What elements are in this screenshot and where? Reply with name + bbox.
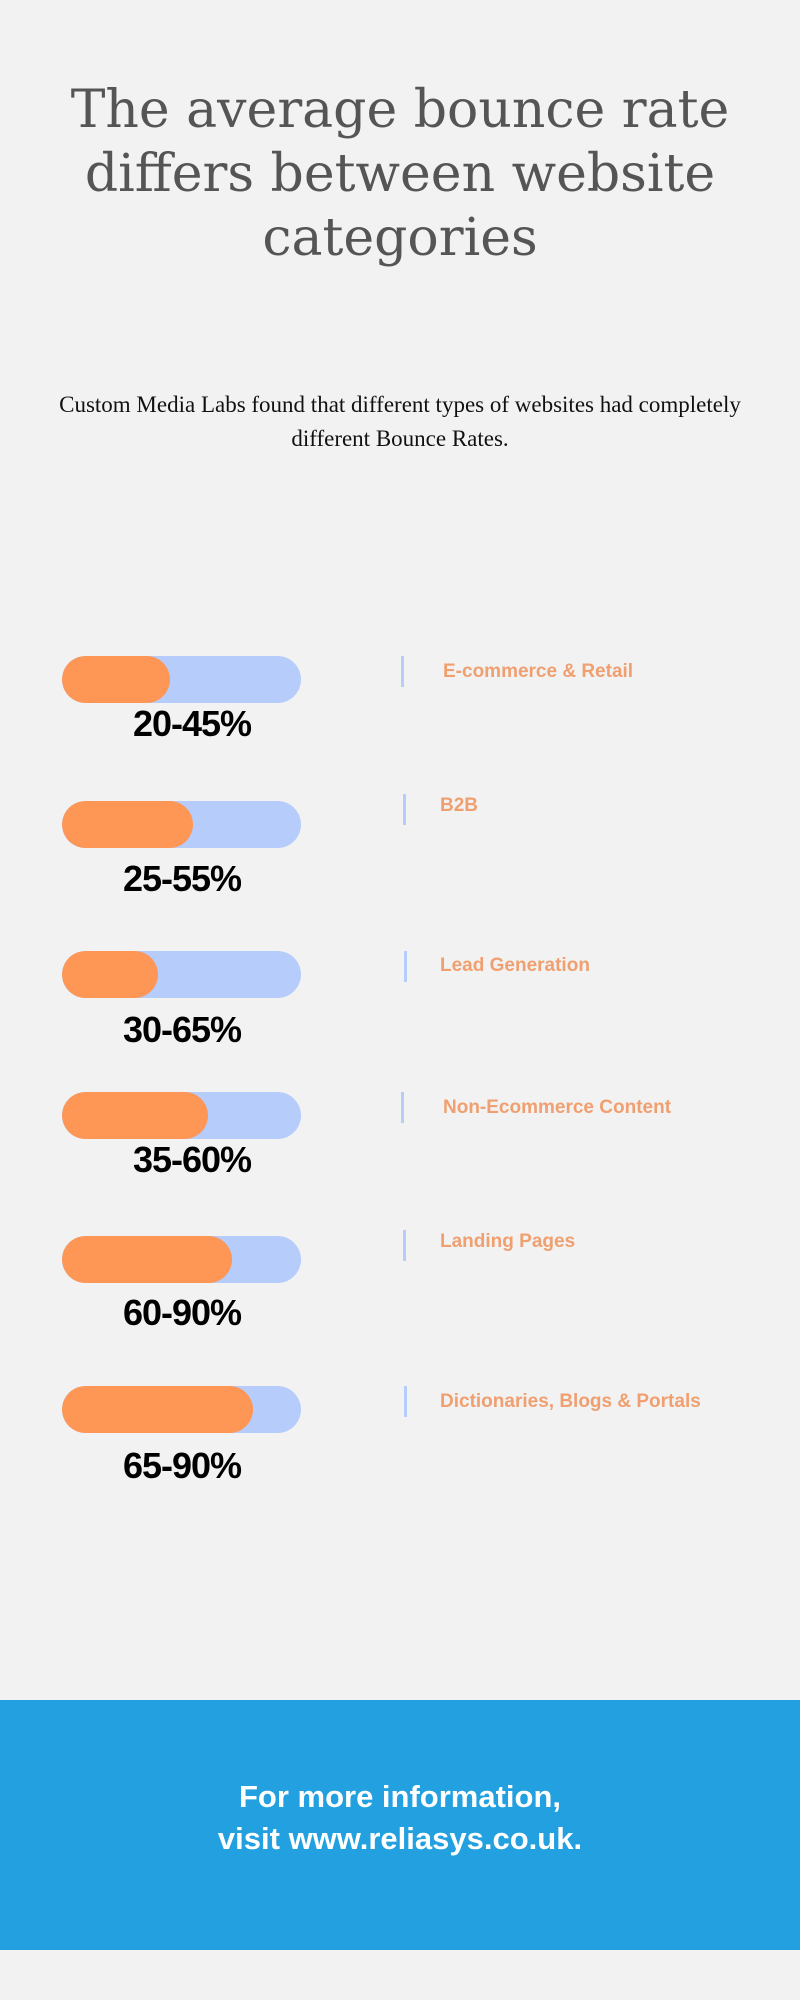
bounce-rate-bar (62, 951, 301, 998)
subtitle: Custom Media Labs found that different t… (59, 392, 741, 451)
bounce-rate-bar-fill (62, 1092, 208, 1139)
category-label: Non-Ecommerce Content (443, 1097, 672, 1118)
bounce-rate-bar-fill (62, 1386, 254, 1433)
bounce-rate-range: 65-90% (122, 1445, 242, 1486)
footer-text: For more information, visit www.reliasys… (0, 1776, 800, 1860)
bounce-rate-bar (62, 656, 301, 703)
footer-line-2: visit www.reliasys.co.uk. (217, 1821, 583, 1856)
divider-line (403, 1230, 406, 1261)
bounce-rate-bar (62, 1236, 301, 1283)
divider-line (401, 1092, 404, 1123)
category-label: E-commerce & Retail (443, 661, 634, 682)
divider-line (403, 794, 406, 825)
bounce-rate-bar-fill (62, 656, 170, 703)
bounce-rate-bar (62, 1386, 301, 1433)
bounce-rate-bar (62, 801, 301, 848)
divider-line (404, 1386, 407, 1417)
category-label: B2B (440, 795, 479, 816)
footer-banner: For more information, visit www.reliasys… (0, 1700, 800, 1950)
page-title: The average bounce rate differs between … (70, 80, 730, 268)
bounce-rate-range: 60-90% (122, 1292, 242, 1333)
bounce-rate-bar-fill (62, 801, 194, 848)
bounce-rate-range: 25-55% (122, 858, 242, 899)
divider-line (404, 951, 407, 982)
divider-line (401, 656, 404, 687)
bounce-rate-range: 20-45% (132, 703, 252, 744)
category-label: Landing Pages (440, 1231, 576, 1252)
category-label: Dictionaries, Blogs & Portals (440, 1391, 701, 1412)
footer-line-1: For more information, (238, 1779, 562, 1814)
bounce-rate-bar-fill (62, 951, 158, 998)
bounce-rate-range: 30-65% (122, 1009, 242, 1050)
bounce-rate-bar (62, 1092, 301, 1139)
bounce-rate-range: 35-60% (132, 1139, 252, 1180)
bounce-rate-bar-fill (62, 1236, 232, 1283)
category-label: Lead Generation (440, 955, 590, 976)
